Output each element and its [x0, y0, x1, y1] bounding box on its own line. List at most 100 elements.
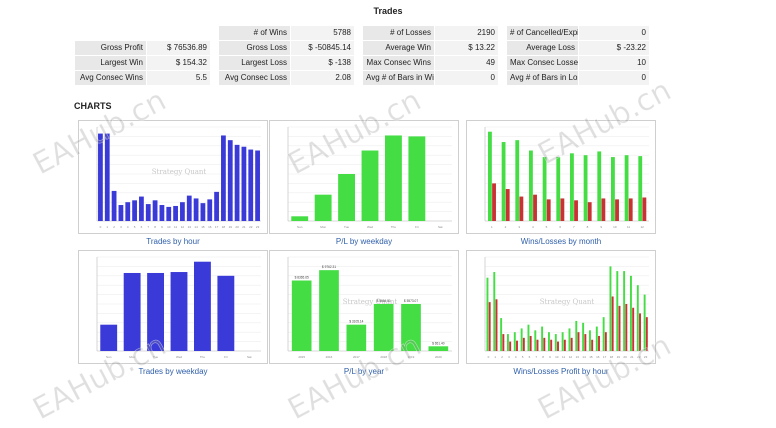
x-tick-label: 5: [546, 225, 548, 229]
x-tick-label: 1: [494, 355, 496, 359]
chart-bar: [507, 334, 509, 351]
chart-bar: [645, 317, 648, 351]
stat-label: Max Consec Losses: [507, 56, 578, 70]
stat-value: 2.08: [291, 71, 354, 85]
x-tick-label: 9: [161, 225, 163, 229]
x-tick-label: Sat: [247, 355, 252, 359]
chart-bar: [591, 339, 594, 351]
stat-label: Largest Loss: [219, 56, 290, 70]
chart-bar: [361, 150, 379, 221]
x-tick-label: 21: [630, 355, 634, 359]
chart-bar: [408, 136, 426, 221]
x-tick-label: 19: [229, 225, 233, 229]
stat-label: # of Losses: [363, 26, 434, 40]
chart-bar: [560, 198, 565, 221]
x-tick-label: Sun: [106, 355, 112, 359]
x-tick-label: 14: [582, 355, 586, 359]
chart-bar: [338, 174, 356, 221]
chart-caption: P/L by year: [343, 367, 385, 376]
x-tick-label: 12: [640, 225, 644, 229]
stat-value: 5.5: [147, 71, 210, 85]
stat-label: Avg # of Bars in Wins: [363, 71, 434, 85]
stat-label: Avg Consec Loss: [219, 71, 290, 85]
chart-bar: [125, 202, 131, 221]
chart-panel: 1 2 3 4 5 6 7 8 9 10 11 12: [466, 120, 656, 234]
chart-bar: [556, 157, 561, 221]
x-tick-label: 1: [491, 225, 493, 229]
chart-svg: Sun Mon Tue Wed Thu Fri Sat: [96, 256, 261, 359]
stat-label: Largest Win: [75, 56, 146, 70]
chart-bar: [139, 196, 144, 221]
x-tick-label: 18: [222, 225, 226, 229]
chart-bar: [541, 326, 544, 351]
x-tick-label: Tue: [153, 355, 158, 359]
stat-label: Avg # of Bars in Losses: [507, 71, 578, 85]
x-tick-label: 21: [242, 225, 246, 229]
data-label: $ 5573.07: [404, 299, 418, 303]
stat-label: Gross Loss: [219, 41, 290, 55]
charts-heading: CHARTS: [74, 101, 112, 111]
stat-label: # of Wins: [219, 26, 290, 40]
chart-bar: [575, 320, 578, 351]
x-tick-label: 4: [532, 225, 534, 229]
chart-panel: Sun Mon Tue Wed Thu Fri Sat: [269, 120, 459, 234]
chart-bar: [501, 142, 506, 221]
chart-panel: Strategy Quant 0 1 2 3 4 5 6 7 8 9 10 11 12 13 14 15 16 17…: [78, 120, 268, 234]
x-tick-label: 12: [569, 355, 573, 359]
chart-bar: [519, 196, 524, 221]
chart-bar: [214, 191, 219, 221]
x-tick-label: 2: [113, 225, 115, 229]
chart-bar: [550, 339, 553, 351]
x-tick-label: 10: [555, 355, 559, 359]
chart-bar: [543, 337, 546, 351]
chart-bar: [583, 155, 588, 221]
chart-bar: [401, 304, 421, 351]
x-tick-label: Sat: [438, 225, 443, 229]
chart-bar: [533, 194, 537, 221]
chart-caption: Wins/Losses by month: [520, 237, 602, 246]
x-tick-label: 5: [134, 225, 136, 229]
chart-bar: [145, 204, 151, 221]
chart-bar: [488, 131, 492, 221]
x-tick-label: 9: [549, 355, 551, 359]
stat-value: $ -50845.14: [291, 41, 354, 55]
stat-value: 5788: [291, 26, 354, 40]
chart-bar: [100, 324, 118, 351]
chart-bar: [207, 199, 213, 221]
stat-value: 2190: [435, 26, 498, 40]
chart-bar: [520, 328, 523, 351]
x-tick-label: 2016: [326, 355, 333, 359]
x-tick-label: 7: [147, 225, 149, 229]
chart-bar: [557, 341, 559, 351]
x-tick-label: 15: [201, 225, 205, 229]
chart-bar: [173, 205, 178, 221]
x-tick-label: 11: [562, 355, 565, 359]
x-tick-label: 23: [256, 225, 260, 229]
chart-caption: Wins/Losses Profit by hour: [513, 367, 609, 376]
chart-bar: [577, 332, 580, 351]
chart-bar: [170, 272, 188, 351]
x-tick-label: 2019: [408, 355, 415, 359]
chart-bar: [98, 133, 103, 221]
x-tick-label: 4: [127, 225, 129, 229]
chart-bar: [193, 198, 199, 221]
chart-bar: [123, 272, 141, 351]
chart-bar: [618, 305, 621, 351]
chart-bar: [516, 340, 518, 351]
data-label: $ 3105.14: [349, 320, 363, 324]
chart-bar: [570, 153, 574, 221]
x-tick-label: 6: [529, 355, 531, 359]
chart-inner-watermark: Strategy Quant: [152, 168, 207, 176]
chart-inner-watermark: Strategy Quant: [343, 298, 398, 306]
x-tick-label: Tue: [344, 225, 349, 229]
chart-bar: [180, 202, 185, 221]
chart-bar: [193, 261, 211, 351]
x-tick-label: Thu: [200, 355, 206, 359]
chart-bar: [488, 302, 491, 351]
chart-bar: [574, 200, 578, 221]
x-tick-label: 15: [589, 355, 593, 359]
chart-bar: [166, 206, 172, 221]
x-tick-label: 2: [501, 355, 503, 359]
chart-bar: [597, 151, 602, 221]
